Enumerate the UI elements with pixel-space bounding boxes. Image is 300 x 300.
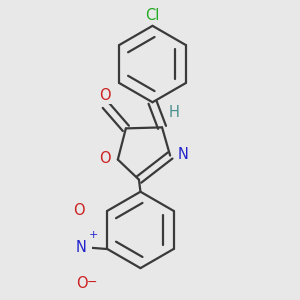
Text: O: O — [74, 203, 85, 218]
Text: N: N — [178, 147, 189, 162]
Text: +: + — [88, 230, 98, 240]
Text: H: H — [169, 105, 180, 120]
Text: N: N — [76, 239, 87, 254]
Text: O: O — [99, 88, 111, 103]
Text: O: O — [99, 151, 111, 166]
Text: Cl: Cl — [145, 8, 160, 23]
Text: O: O — [76, 276, 88, 291]
Text: −: − — [87, 276, 98, 289]
